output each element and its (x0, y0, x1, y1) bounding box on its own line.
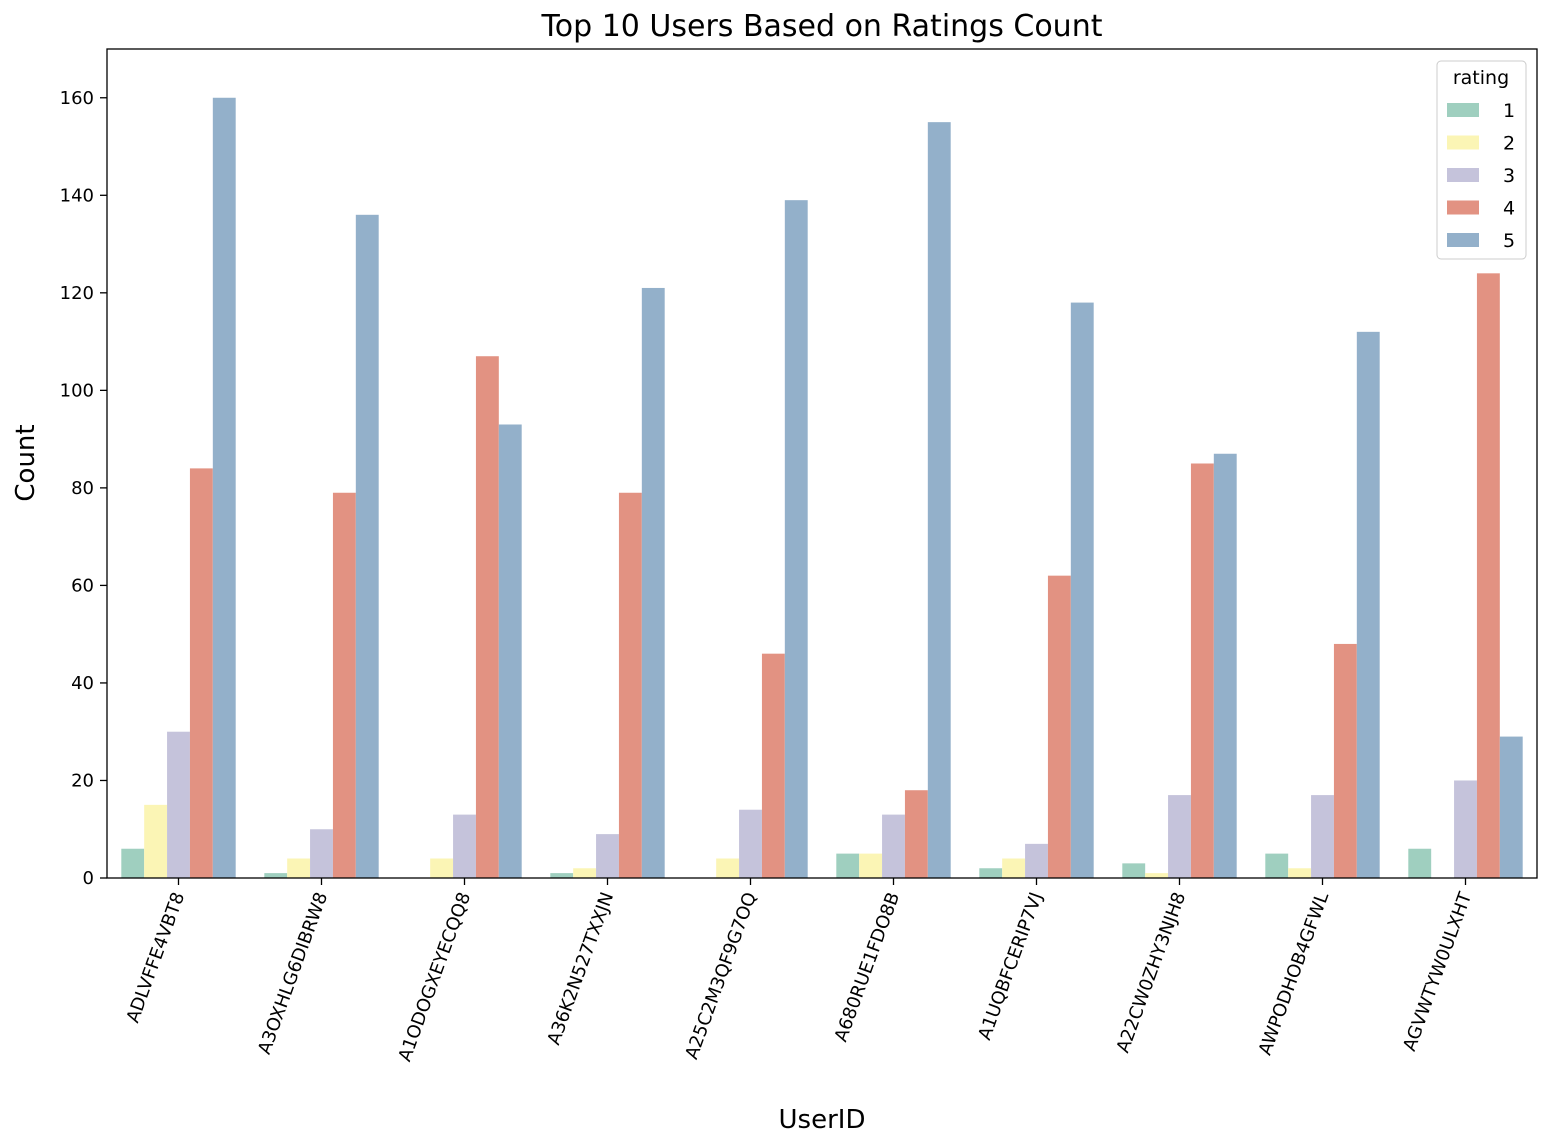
bar-AGVWTYW0ULXHT-rating-4 (1476, 273, 1500, 878)
bar-A680RUE1FDO8B-rating-1 (836, 853, 860, 878)
x-axis-label: UserID (779, 1105, 866, 1135)
bar-A22CW0ZHY3NJH8-rating-1 (1122, 863, 1146, 878)
x-tick-label: A25C2M3QF9G7OQ (681, 890, 761, 1063)
bar-ADLVFFE4VBT8-rating-3 (167, 731, 190, 878)
y-tick-label: 40 (71, 673, 94, 694)
legend-swatch-3 (1447, 168, 1479, 182)
legend-swatch-5 (1447, 233, 1479, 247)
bar-ADLVFFE4VBT8-rating-5 (212, 97, 236, 878)
bar-A1ODOGXEYECQQ8-rating-2 (430, 858, 454, 878)
x-tick-label: AWPODHOB4GFWL (1255, 890, 1333, 1058)
x-tick-label: A3OXHLG6DIBRW8 (254, 890, 332, 1058)
bar-A36K2N527TXXJN-rating-2 (573, 868, 597, 878)
legend-label-1: 1 (1503, 100, 1515, 122)
legend-label-2: 2 (1503, 133, 1515, 155)
x-tick-label: A1ODOGXEYECQQ8 (394, 890, 475, 1065)
bar-A680RUE1FDO8B-rating-5 (927, 122, 951, 878)
legend-label-4: 4 (1503, 198, 1515, 220)
bars-group (121, 97, 1523, 879)
legend: rating 1 2 3 4 5 (1436, 60, 1527, 260)
bar-A3OXHLG6DIBRW8-rating-2 (287, 858, 311, 878)
y-tick-label: 140 (60, 185, 94, 206)
y-tick-label: 160 (60, 88, 94, 109)
bar-A3OXHLG6DIBRW8-rating-1 (264, 873, 288, 878)
bar-A25C2M3QF9G7OQ-rating-4 (761, 653, 785, 878)
bar-A1UQBFCERIP7VJ-rating-5 (1070, 302, 1094, 879)
x-axis: ADLVFFE4VBT8 A3OXHLG6DIBRW8 A1ODOGXEYECQQ8… (123, 878, 1477, 1064)
bar-A25C2M3QF9G7OQ-rating-2 (716, 858, 740, 878)
bar-A680RUE1FDO8B-rating-2 (859, 853, 883, 878)
bar-A36K2N527TXXJN-rating-5 (641, 287, 665, 878)
bar-A25C2M3QF9G7OQ-rating-3 (739, 809, 762, 878)
bar-A22CW0ZHY3NJH8-rating-4 (1190, 463, 1214, 878)
legend-swatch-1 (1447, 103, 1479, 117)
bar-A1ODOGXEYECQQ8-rating-4 (475, 356, 499, 879)
x-tick-label: A680RUE1FDO8B (831, 890, 905, 1045)
x-tick-label: A36K2N527TXXJN (543, 890, 618, 1048)
legend-title: rating (1453, 67, 1509, 89)
bar-AWPODHOB4GFWL-rating-2 (1288, 868, 1312, 878)
bar-A25C2M3QF9G7OQ-rating-5 (784, 200, 808, 879)
bar-AWPODHOB4GFWL-rating-1 (1265, 853, 1289, 878)
bar-ADLVFFE4VBT8-rating-1 (121, 848, 145, 878)
bar-A1UQBFCERIP7VJ-rating-4 (1047, 575, 1071, 878)
bar-A1ODOGXEYECQQ8-rating-5 (498, 424, 522, 878)
x-tick-label: A1UQBFCERIP7VJ (974, 890, 1047, 1043)
bar-AGVWTYW0ULXHT-rating-3 (1454, 780, 1477, 878)
bar-A3OXHLG6DIBRW8-rating-4 (332, 492, 356, 878)
bar-A1UQBFCERIP7VJ-rating-3 (1025, 843, 1048, 878)
legend-items: 1 2 3 4 5 (1447, 100, 1515, 252)
y-tick-label: 80 (71, 478, 94, 499)
bar-A36K2N527TXXJN-rating-3 (596, 834, 619, 878)
y-axis-label: Count (11, 424, 41, 501)
y-tick-label: 20 (71, 770, 94, 791)
bar-A680RUE1FDO8B-rating-3 (882, 814, 905, 878)
bar-A22CW0ZHY3NJH8-rating-5 (1213, 453, 1237, 878)
y-tick-label: 120 (60, 283, 94, 304)
bar-A1ODOGXEYECQQ8-rating-3 (453, 814, 476, 878)
bar-AWPODHOB4GFWL-rating-5 (1356, 331, 1380, 879)
bar-AWPODHOB4GFWL-rating-3 (1311, 795, 1334, 878)
x-tick-label: ADLVFFE4VBT8 (123, 890, 190, 1026)
y-tick-label: 60 (71, 575, 94, 596)
bar-A3OXHLG6DIBRW8-rating-3 (310, 829, 333, 878)
legend-swatch-2 (1447, 135, 1479, 150)
y-tick-label: 0 (83, 868, 94, 889)
bar-ADLVFFE4VBT8-rating-4 (189, 468, 213, 878)
y-axis: 0 20 40 60 80 100 120 140 160 (60, 88, 107, 889)
bar-A22CW0ZHY3NJH8-rating-2 (1145, 873, 1169, 878)
legend-label-3: 3 (1503, 165, 1515, 187)
bar-AWPODHOB4GFWL-rating-4 (1333, 643, 1357, 878)
plot-frame (106, 48, 1538, 879)
bar-A36K2N527TXXJN-rating-1 (550, 873, 574, 878)
legend-label-5: 5 (1503, 230, 1515, 252)
bar-A3OXHLG6DIBRW8-rating-5 (355, 214, 379, 879)
bar-A1UQBFCERIP7VJ-rating-1 (979, 868, 1003, 878)
x-tick-label: A22CW0ZHY3NJH8 (1113, 890, 1191, 1056)
x-tick-label: AGVWTYW0ULXHT (1399, 889, 1476, 1054)
chart-title: Top 10 Users Based on Ratings Count (541, 9, 1103, 44)
bar-AGVWTYW0ULXHT-rating-5 (1499, 736, 1523, 878)
bar-A22CW0ZHY3NJH8-rating-3 (1168, 795, 1191, 878)
bar-A1UQBFCERIP7VJ-rating-2 (1002, 858, 1026, 878)
legend-swatch-4 (1447, 200, 1479, 215)
bar-AGVWTYW0ULXHT-rating-1 (1408, 848, 1432, 878)
bar-A680RUE1FDO8B-rating-4 (904, 790, 928, 878)
bar-ADLVFFE4VBT8-rating-2 (144, 804, 168, 878)
bar-A36K2N527TXXJN-rating-4 (618, 492, 642, 878)
y-tick-label: 100 (60, 380, 94, 401)
